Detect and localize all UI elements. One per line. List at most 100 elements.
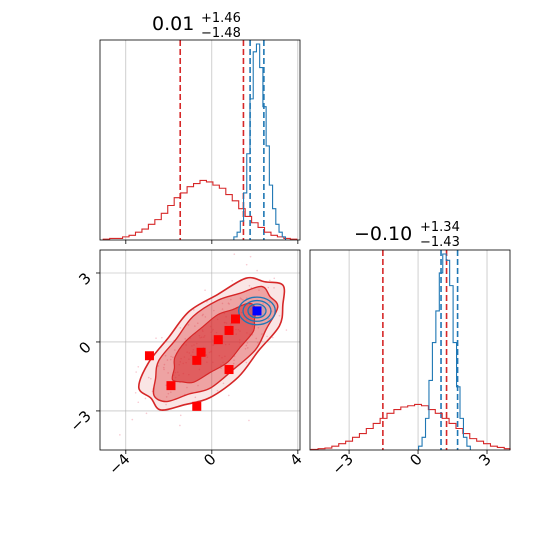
scatter-red-marker-3 — [196, 347, 206, 357]
scatter-p1-p2-panel: −4 0 4 −3 0 3 — [66, 249, 306, 478]
scatter-sample-dot — [204, 289, 206, 292]
scatter-sample-dot — [187, 324, 190, 326]
scatter-sample-dot — [170, 391, 172, 393]
scatter-sample-dot — [145, 412, 148, 415]
scatter-sample-dot — [239, 297, 242, 299]
hist-p1-blue-series — [233, 43, 287, 240]
hist-p2-frame — [309, 249, 511, 451]
scatter-sample-dot — [221, 302, 224, 305]
scatter-sample-dot — [269, 279, 271, 282]
title-p2-minus: −1.43 — [420, 235, 460, 250]
scatter-sample-dot — [248, 284, 251, 287]
scatter-sample-dot — [196, 322, 199, 325]
scatter-sample-dot — [266, 335, 268, 338]
scatter-sample-dot — [137, 365, 140, 368]
scatter-sample-dot — [245, 297, 248, 299]
scatter-sample-dot — [174, 349, 176, 351]
scatter-sample-dot — [169, 358, 172, 361]
scatter-sample-dot — [179, 327, 182, 329]
scatter-sample-dot — [134, 391, 137, 394]
scatter-sample-dot — [131, 418, 134, 421]
scatter-sample-dot — [233, 253, 236, 255]
title-p1: 0.01 +1.46 −1.48 — [152, 11, 241, 41]
scatter-sample-dot — [222, 382, 225, 385]
scatter-sample-dot — [166, 359, 169, 361]
title-p1-median: 0.01 — [152, 13, 194, 35]
scatter-sample-dot — [201, 314, 204, 317]
scatter-sample-dot — [179, 414, 182, 417]
scatter-red-marker-6 — [224, 325, 234, 335]
scatter-sample-dot — [257, 326, 260, 329]
scatter-sample-dot — [221, 308, 224, 310]
scatter-sample-dot — [228, 394, 230, 397]
scatter-sample-dot — [165, 403, 167, 406]
scatter-sample-dot — [147, 376, 150, 379]
scatter-sample-dot — [246, 342, 249, 344]
title-p2-median: −0.10 — [354, 223, 412, 245]
hist-p2-xtick-label-2: 3 — [475, 450, 494, 469]
scatter-sample-dot — [194, 396, 197, 399]
scatter-sample-dot — [179, 424, 181, 427]
scatter-sample-dot — [119, 434, 121, 436]
scatter-sample-dot — [227, 302, 230, 305]
scatter-red-marker-7 — [224, 365, 234, 375]
scatter-sample-dot — [167, 392, 170, 395]
scatter-sample-dot — [186, 386, 188, 389]
hist-p1-frame — [99, 39, 301, 241]
scatter-red-marker-5 — [213, 335, 223, 345]
scatter-sample-dot — [255, 337, 258, 340]
scatter-sample-dot — [278, 314, 281, 317]
scatter-ytick-label-2: 3 — [75, 269, 94, 288]
scatter-sample-dot — [204, 316, 207, 318]
scatter-sample-dot — [242, 298, 244, 301]
scatter-sample-dot — [157, 365, 160, 367]
scatter-sample-dot — [172, 356, 174, 359]
scatter-sample-dot — [192, 309, 195, 311]
scatter-sample-dot — [165, 396, 168, 398]
scatter-ytick-label-1: 0 — [75, 338, 94, 357]
hist-p2-blue-series — [418, 253, 471, 450]
scatter-sample-dot — [248, 419, 250, 422]
scatter-sample-dot — [245, 361, 248, 364]
contour-blue-0 — [238, 296, 276, 326]
scatter-sample-dot — [194, 325, 196, 327]
scatter-red-marker-4 — [192, 401, 202, 411]
scatter-red-marker-8 — [230, 314, 240, 324]
hist-p2-xtick-label-0: −3 — [329, 450, 357, 478]
scatter-sample-dot — [137, 401, 140, 404]
scatter-sample-dot — [155, 337, 157, 339]
scatter-sample-dot — [268, 317, 270, 320]
scatter-sample-dot — [164, 354, 167, 357]
scatter-ytick-label-0: −3 — [66, 407, 94, 435]
scatter-sample-dot — [249, 255, 252, 258]
scatter-sample-dot — [163, 363, 166, 366]
scatter-sample-dot — [273, 287, 275, 289]
scatter-sample-dot — [230, 298, 232, 301]
scatter-sample-dot — [244, 347, 247, 350]
scatter-sample-dot — [245, 263, 248, 266]
scatter-xtick-label-0: −4 — [105, 450, 133, 478]
scatter-red-marker-2 — [192, 355, 202, 365]
scatter-sample-dot — [246, 347, 249, 349]
scatter-sample-dot — [261, 333, 263, 335]
hist-p1-panel — [99, 39, 301, 244]
scatter-sample-dot — [258, 289, 260, 291]
scatter-frame — [99, 249, 301, 451]
scatter-sample-dot — [167, 372, 169, 374]
scatter-sample-dot — [231, 279, 233, 282]
scatter-sample-dot — [256, 269, 258, 272]
scatter-xtick-label-2: 4 — [286, 450, 305, 469]
title-p1-plus: +1.46 — [201, 11, 241, 26]
scatter-sample-dot — [271, 336, 274, 339]
hist-p2-red-series — [310, 403, 511, 450]
hist-p2-panel: −3 0 3 — [309, 249, 511, 478]
hist-p1-red-series — [102, 179, 298, 240]
scatter-sample-dot — [262, 302, 264, 305]
hist-p2-xtick-label-1: 0 — [406, 450, 425, 469]
scatter-sample-dot — [245, 344, 248, 347]
title-p2: −0.10 +1.34 −1.43 — [354, 220, 460, 250]
scatter-sample-dot — [161, 336, 163, 339]
title-p1-minus: −1.48 — [201, 26, 241, 41]
scatter-sample-dot — [150, 377, 152, 380]
